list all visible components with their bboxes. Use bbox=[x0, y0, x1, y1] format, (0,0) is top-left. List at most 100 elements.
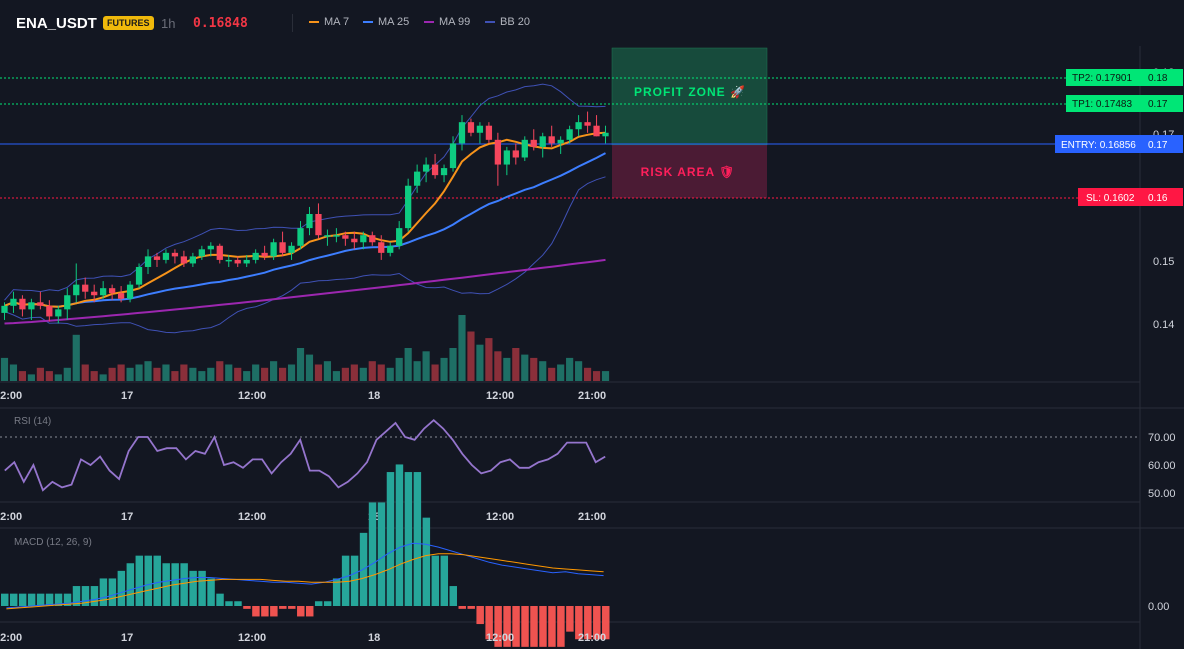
legend-bb20[interactable]: BB 20 bbox=[485, 16, 530, 28]
macd-hist-bar bbox=[530, 606, 538, 647]
time-label-0: 12:00 bbox=[0, 390, 22, 402]
macd-hist-bar bbox=[332, 578, 341, 606]
macd-time-label-2: 12:00 bbox=[238, 632, 266, 644]
legend-ma25[interactable]: MA 25 bbox=[363, 16, 409, 28]
volume-bar bbox=[252, 364, 260, 381]
volume-bar bbox=[449, 348, 457, 381]
volume-bar bbox=[566, 357, 574, 381]
candle-body bbox=[135, 266, 143, 285]
macd-hist-bar bbox=[350, 555, 359, 606]
macd-hist-bar bbox=[386, 472, 395, 606]
entry-tag-label: ENTRY: 0.16856 bbox=[1061, 140, 1136, 151]
macd-hist-bar bbox=[162, 563, 170, 606]
tp1-tag-label: TP1: 0.17483 bbox=[1072, 99, 1132, 110]
volume-bar bbox=[592, 371, 601, 381]
candle-body bbox=[396, 228, 403, 246]
bb-upper-line bbox=[4, 83, 606, 301]
macd-hist-bar bbox=[207, 578, 215, 606]
volume-bar bbox=[404, 348, 412, 381]
candle-body bbox=[207, 245, 214, 250]
macd-hist-bar bbox=[81, 586, 90, 606]
candle-body bbox=[108, 288, 116, 294]
volume-bar bbox=[72, 334, 80, 381]
volume-bar bbox=[395, 357, 403, 381]
macd-hist-bar bbox=[135, 555, 144, 606]
legend-ma7[interactable]: MA 7 bbox=[309, 16, 349, 28]
candle-body bbox=[91, 291, 98, 296]
macd-hist-bar bbox=[99, 578, 108, 606]
bb20-swatch-icon bbox=[485, 21, 495, 24]
volume-bar bbox=[431, 364, 439, 381]
macd-hist-bar bbox=[180, 563, 188, 606]
candle-body bbox=[243, 259, 250, 264]
candle-body bbox=[234, 259, 241, 264]
candle-body bbox=[566, 129, 573, 140]
candle-body bbox=[602, 132, 609, 137]
rsi-title: RSI (14) bbox=[14, 416, 51, 427]
candle-body bbox=[422, 164, 430, 172]
candle-body bbox=[73, 284, 80, 296]
macd-hist-bar bbox=[413, 472, 422, 606]
volume-bar bbox=[476, 344, 484, 381]
macd-hist-bar bbox=[189, 570, 197, 606]
volume-bar bbox=[126, 367, 134, 381]
candle-body bbox=[351, 238, 358, 243]
bb-lower-line bbox=[4, 176, 606, 334]
volume-bar bbox=[341, 367, 349, 381]
time-label-2: 12:00 bbox=[238, 390, 266, 402]
volume-bar bbox=[90, 371, 98, 381]
macd-hist-bar bbox=[458, 606, 466, 609]
macd-hist-bar bbox=[27, 593, 36, 606]
macd-hist-bar bbox=[153, 555, 161, 606]
price-tick-3: 0.14 bbox=[1153, 319, 1174, 331]
volume-bar bbox=[171, 371, 179, 381]
header-divider bbox=[292, 14, 293, 32]
volume-bar bbox=[323, 361, 332, 381]
legend-ma25-label: MA 25 bbox=[378, 16, 410, 28]
symbol-title[interactable]: ENA_USDT bbox=[16, 15, 97, 32]
macd-signal-line bbox=[6, 553, 604, 610]
volume-bar bbox=[117, 364, 125, 381]
candle-body bbox=[521, 139, 528, 158]
volume-bar bbox=[243, 371, 251, 381]
macd-hist-bar bbox=[575, 606, 583, 640]
candle-body bbox=[413, 171, 421, 186]
macd-hist-bar bbox=[548, 606, 556, 647]
macd-hist-bar bbox=[494, 606, 502, 647]
candle-body bbox=[28, 302, 35, 310]
sl-tag-axis: 0.16 bbox=[1148, 193, 1168, 204]
candle-body bbox=[548, 136, 555, 144]
macd-hist-bar bbox=[566, 606, 574, 632]
candle-body bbox=[279, 242, 286, 253]
volume-bar bbox=[458, 315, 466, 381]
candle-body bbox=[405, 185, 412, 229]
volume-bar bbox=[108, 367, 116, 381]
candle-body bbox=[252, 252, 259, 260]
candle-body bbox=[37, 302, 44, 306]
chart-header: ENA_USDT FUTURES 1h 0.16848 MA 7 MA 25 M… bbox=[0, 0, 1184, 46]
candles bbox=[1, 111, 609, 324]
candle-body bbox=[557, 139, 564, 144]
volume-bar bbox=[216, 361, 224, 381]
candle-body bbox=[431, 164, 439, 176]
volume-bar bbox=[521, 354, 529, 381]
volume-bar bbox=[305, 354, 314, 381]
macd-hist-bar bbox=[261, 606, 269, 617]
volume-bar bbox=[270, 361, 278, 381]
macd-hist-bar bbox=[341, 555, 350, 606]
legend-ma99[interactable]: MA 99 bbox=[424, 16, 470, 28]
macd-hist-bar bbox=[9, 593, 18, 606]
candle-body bbox=[10, 298, 17, 306]
volume-bar bbox=[63, 367, 71, 381]
candle-body bbox=[171, 252, 179, 257]
volume-bar bbox=[332, 371, 340, 381]
timeframe-label[interactable]: 1h bbox=[161, 16, 176, 31]
ma7-swatch-icon bbox=[309, 21, 319, 24]
volume-bar bbox=[207, 367, 215, 381]
time-label-3: 18 bbox=[368, 390, 380, 402]
candle-body bbox=[261, 252, 268, 257]
volume-bar bbox=[261, 367, 269, 381]
macd-hist-bar bbox=[243, 606, 251, 609]
macd-hist-bar bbox=[198, 570, 206, 606]
